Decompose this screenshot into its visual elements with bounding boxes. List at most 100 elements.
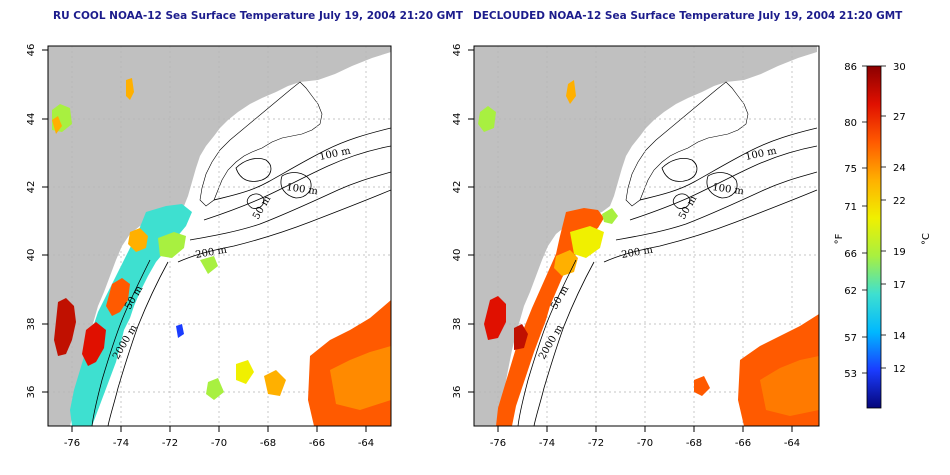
sst-patch	[128, 228, 148, 252]
lat-tick-label: 44	[26, 113, 37, 126]
fahrenheit-tick-label: 80	[844, 118, 857, 129]
colorbar-gradient	[866, 65, 882, 409]
celsius-tick-label: 12	[893, 364, 906, 375]
fahrenheit-tick-label: 57	[844, 333, 857, 344]
depth-contour-line	[661, 158, 698, 182]
lat-tick-label: 40	[26, 249, 37, 262]
lon-tick-label: -68	[260, 438, 276, 449]
sst-patch	[52, 116, 62, 134]
celsius-unit-label: °C	[921, 233, 932, 245]
lon-tick-label: -72	[162, 438, 178, 449]
celsius-tick-label: 19	[893, 247, 906, 258]
depth-contour-line	[603, 189, 818, 263]
depth-contour-line	[91, 259, 151, 426]
lat-tick-label: 46	[452, 44, 463, 57]
sst-patch	[54, 298, 76, 356]
sst-patch	[496, 208, 604, 426]
land-mass	[474, 46, 817, 426]
lon-tick-label: -76	[64, 438, 80, 449]
sst-patch	[206, 378, 224, 400]
fahrenheit-ticks: 86 80 75 71 66 62 57 53	[844, 62, 867, 380]
lat-tick-label: 36	[452, 386, 463, 399]
lon-tick-label: -66	[735, 438, 751, 449]
sst-patch	[330, 346, 391, 410]
fahrenheit-tick-label: 86	[844, 62, 857, 73]
celsius-tick-label: 14	[893, 331, 906, 342]
fahrenheit-tick-label: 75	[844, 164, 857, 175]
axis-ticks: -76 -74 -72 -70 -68 -66 -64 36 38 40 42 44 46	[452, 44, 800, 449]
sst-patch	[760, 356, 819, 416]
lon-tick-label: -76	[490, 438, 506, 449]
sst-patch	[158, 232, 186, 258]
depth-contour-line	[177, 189, 391, 263]
depth-contour-line	[639, 127, 818, 201]
coastline-land	[474, 46, 817, 426]
lon-tick-label: -66	[309, 438, 325, 449]
celsius-tick-label: 24	[893, 163, 906, 174]
fahrenheit-tick-label: 66	[844, 249, 857, 260]
lat-tick-label: 42	[26, 181, 37, 194]
depth-contour-line	[629, 145, 818, 221]
sst-patch	[602, 208, 618, 224]
sst-patch	[514, 324, 528, 350]
axis-ticks: -76 -74 -72 -70 -68 -66 -64 36 38 40 42 44 46	[26, 44, 374, 449]
coastline-land	[48, 46, 391, 426]
fahrenheit-unit-label: °F	[834, 233, 845, 244]
lon-tick-label: -70	[637, 438, 653, 449]
fahrenheit-tick-label: 53	[844, 369, 857, 380]
sst-patches	[52, 78, 391, 426]
lon-tick-label: -74	[113, 438, 129, 449]
sst-patch	[566, 80, 576, 104]
lat-tick-label: 42	[452, 181, 463, 194]
celsius-tick-label: 27	[893, 112, 906, 123]
sst-patch	[554, 250, 578, 276]
bathymetry-contours	[91, 127, 391, 426]
depth-contour-line	[107, 261, 169, 426]
temperature-colorbar: 86 80 75 71 66 62 57 53 30 27 24 22 19 17 14 12 °F °C	[834, 62, 932, 409]
sst-patch	[694, 376, 710, 396]
depth-contour-line	[246, 193, 265, 209]
lon-tick-label: -74	[539, 438, 555, 449]
depth-contour-line	[517, 259, 577, 426]
sst-patch	[200, 256, 218, 274]
left-panel-title: RU COOL NOAA-12 Sea Surface Temperature …	[53, 10, 463, 22]
lat-tick-label: 38	[26, 318, 37, 331]
sst-patch	[570, 226, 604, 258]
depth-contour-line	[615, 171, 818, 241]
land-mass	[48, 46, 391, 426]
fahrenheit-tick-label: 71	[844, 202, 857, 213]
celsius-tick-label: 17	[893, 280, 906, 291]
depth-contour-line	[235, 158, 272, 182]
depth-contour-line	[706, 172, 738, 199]
lon-tick-label: -68	[686, 438, 702, 449]
lon-tick-label: -64	[784, 438, 800, 449]
right-panel-title: DECLOUDED NOAA-12 Sea Surface Temperatur…	[473, 10, 903, 22]
depth-contour-line	[203, 145, 391, 221]
sst-patch	[478, 106, 496, 132]
sst-patch	[126, 78, 134, 100]
celsius-tick-label: 30	[893, 62, 906, 73]
fahrenheit-tick-label: 62	[844, 286, 857, 297]
contour-label: 100 m	[286, 182, 319, 197]
lon-tick-label: -64	[358, 438, 374, 449]
depth-contour-line	[672, 193, 691, 209]
contour-label: 100 m	[712, 182, 745, 197]
sst-patches	[478, 80, 819, 426]
sst-patch	[264, 370, 286, 396]
celsius-ticks: 30 27 24 22 19 17 14 12	[881, 62, 906, 375]
depth-contour-line	[533, 261, 595, 426]
lat-tick-label: 46	[26, 44, 37, 57]
depth-contour-line	[213, 127, 391, 201]
depth-contour-line	[280, 172, 312, 199]
sst-patch	[82, 322, 106, 366]
sst-patch	[70, 204, 192, 426]
sst-patch	[484, 296, 506, 340]
sst-patch	[176, 324, 184, 338]
sst-patch	[236, 360, 254, 384]
lon-tick-label: -72	[588, 438, 604, 449]
sst-patch	[106, 278, 130, 316]
depth-contour-line	[189, 171, 391, 241]
